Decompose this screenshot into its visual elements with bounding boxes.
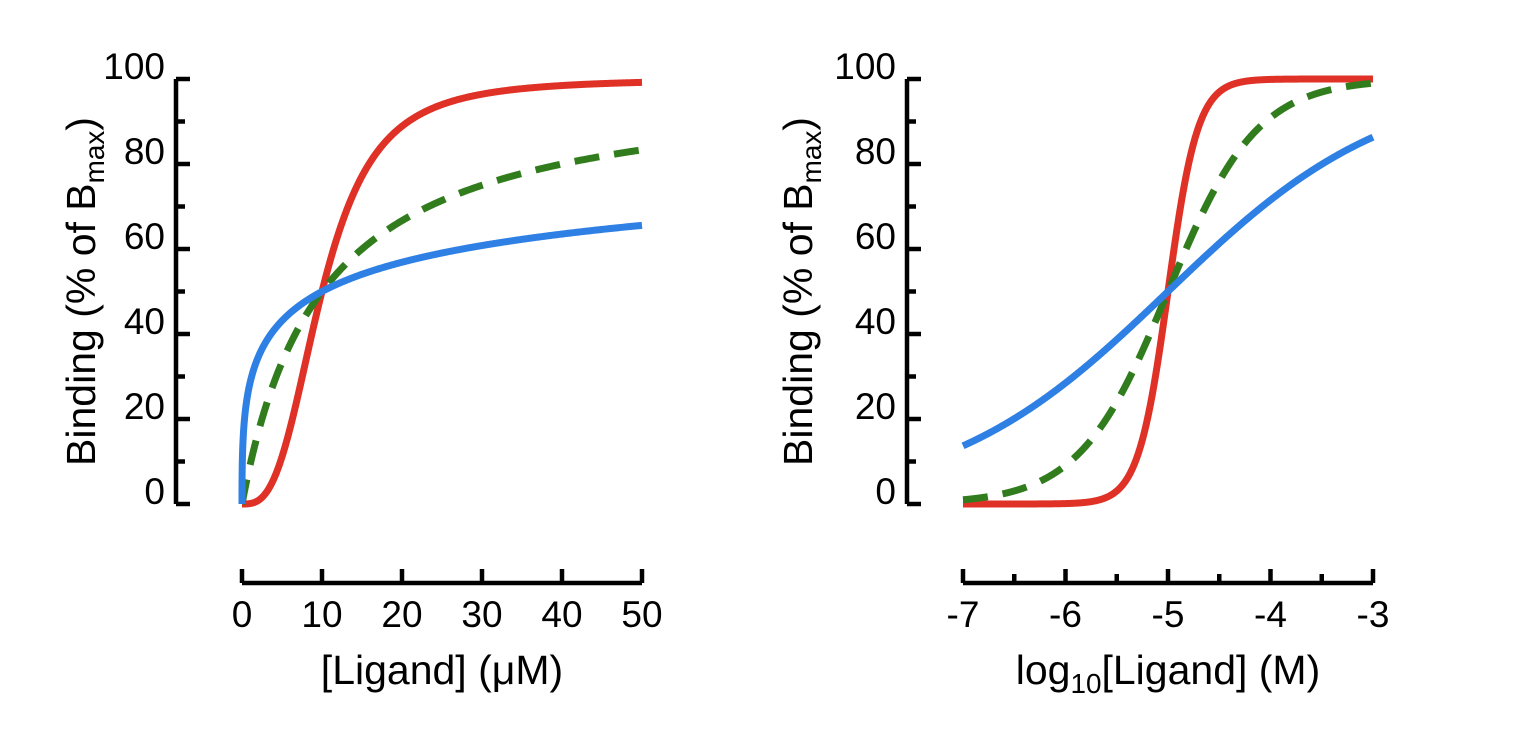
log-y-axis-title: Binding (% of Bmax) (775, 117, 827, 466)
linear-y-tick-label: 20 (124, 386, 165, 427)
linear-y-tick-label: 60 (124, 216, 165, 257)
log-x-tick-label: -3 (1357, 594, 1390, 635)
log-y-tick-label: 40 (855, 301, 896, 342)
linear-curve-hyperbolic-green-dashed (238, 146, 645, 508)
log-curve-shallow-blue (960, 133, 1376, 450)
log-y-tick-label: 80 (855, 131, 896, 172)
linear-plot: 0 20 40 60 80 100 0 10 20 30 40 50 [Ligand] (μM) Bind… (58, 46, 663, 693)
log-plot: 0 20 40 60 80 100 -7 -6 -5 -4 -3 log10[Ligand] (M) B… (775, 46, 1389, 699)
log-x-tick-label: -7 (947, 594, 980, 635)
linear-y-tick-label: 40 (124, 301, 165, 342)
linear-x-axis-title: [Ligand] (μM) (321, 647, 563, 693)
linear-x-tick-label: 0 (232, 594, 253, 635)
linear-y-tick-label: 100 (103, 46, 165, 87)
log-y-tick-label: 60 (855, 216, 896, 257)
linear-curve-shallow-blue (238, 221, 645, 504)
log-x-axis-title: log10[Ligand] (M) (1016, 647, 1321, 699)
linear-x-tick-label: 50 (621, 594, 662, 635)
linear-x-tick-label: 10 (301, 594, 342, 635)
log-y-tick-label: 20 (855, 386, 896, 427)
linear-x-tick-label: 30 (461, 594, 502, 635)
linear-y-tick-label: 80 (124, 131, 165, 172)
log-y-tick-label: 100 (834, 46, 896, 87)
log-x-tick-label: -5 (1152, 594, 1185, 635)
linear-curve-steep-sigmoidal-red (238, 78, 645, 508)
linear-x-tick-label: 20 (381, 594, 422, 635)
log-x-tick-label: -4 (1254, 594, 1287, 635)
log-x-tick-label: -6 (1049, 594, 1082, 635)
linear-x-tick-label: 40 (541, 594, 582, 635)
linear-y-tick-label: 0 (144, 471, 165, 512)
linear-y-axis-title: Binding (% of Bmax) (58, 117, 110, 466)
log-y-tick-label: 0 (875, 471, 896, 512)
